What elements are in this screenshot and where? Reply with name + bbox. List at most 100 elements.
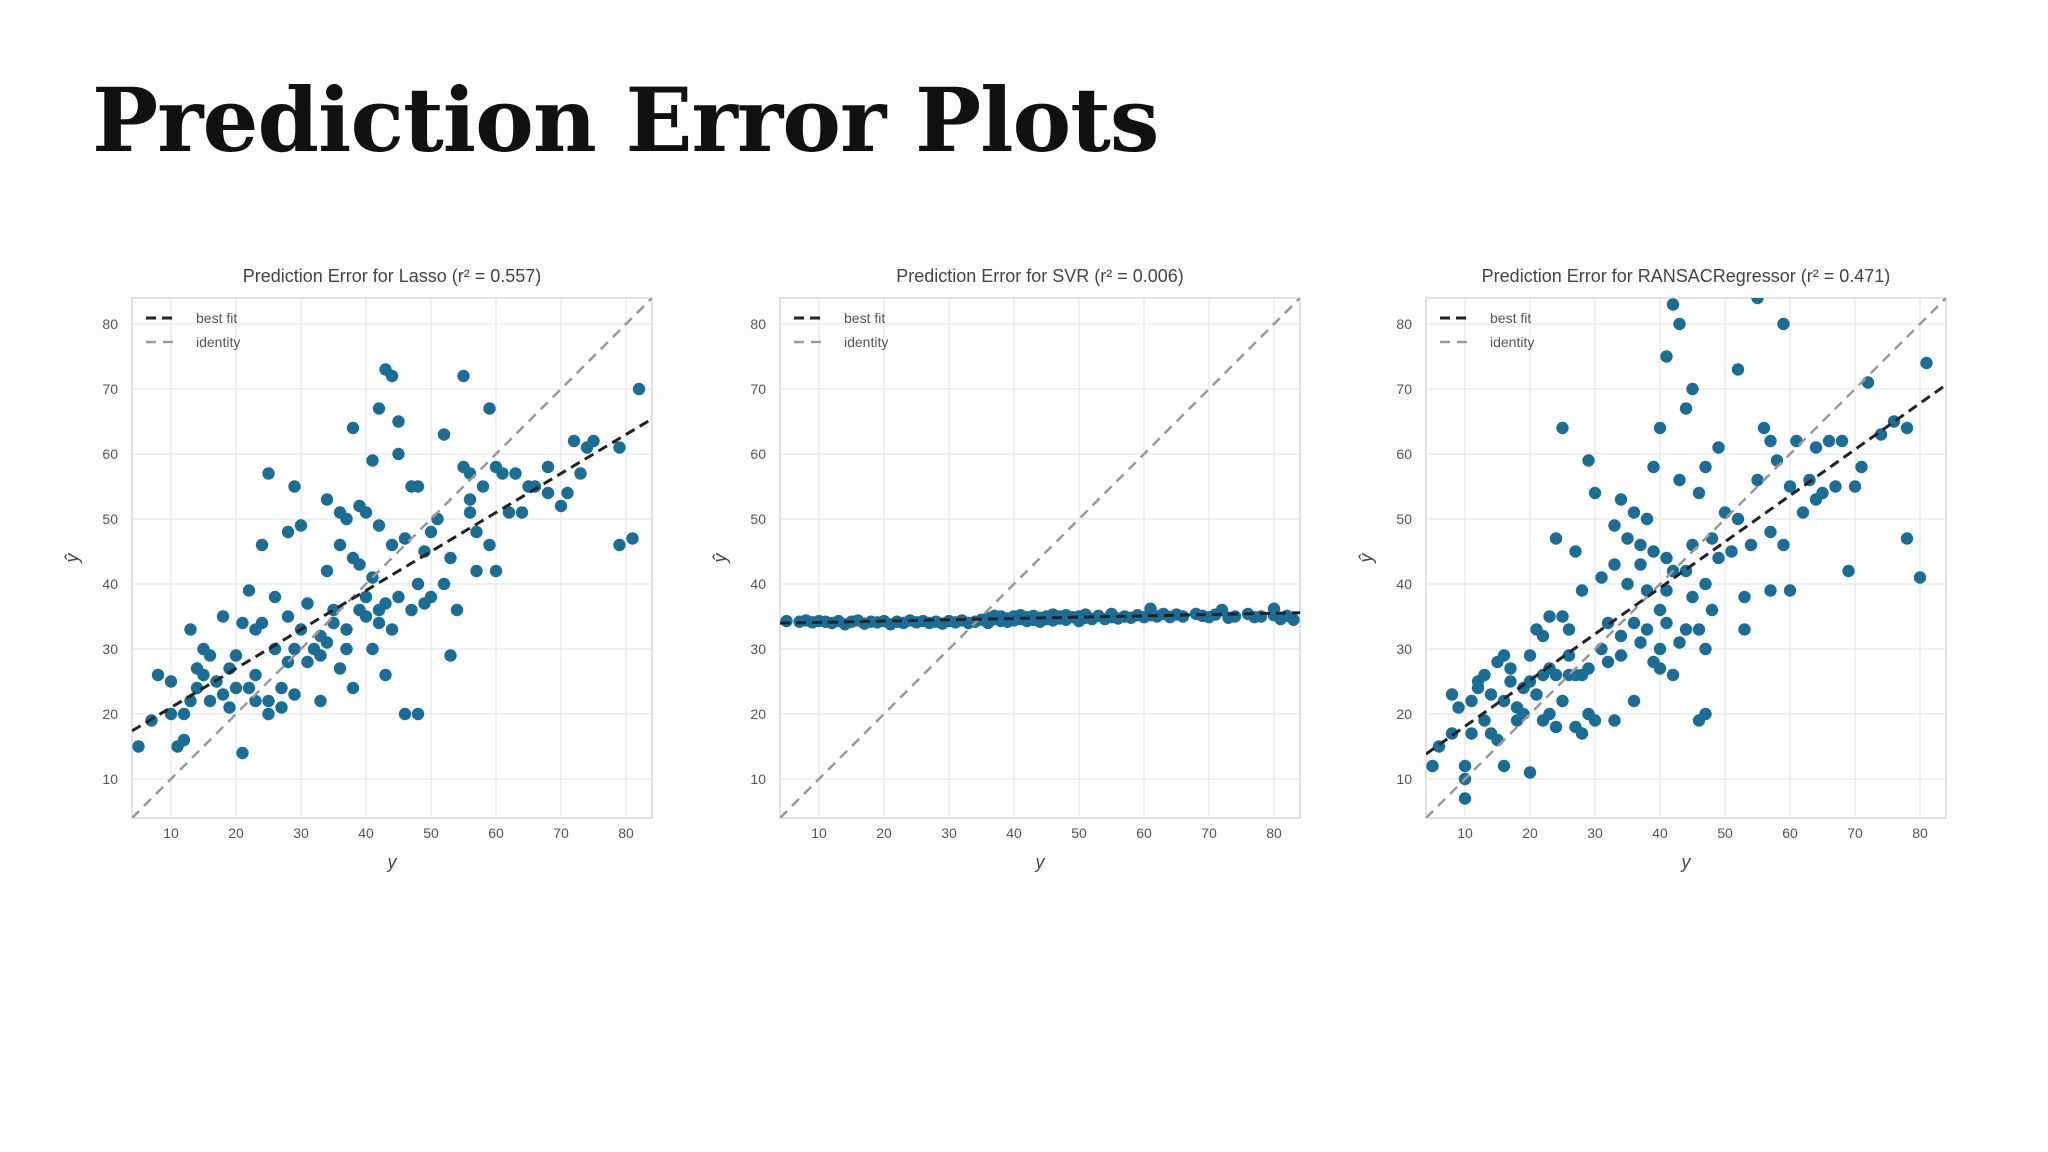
data-point bbox=[262, 707, 275, 721]
x-tick-label: 50 bbox=[423, 825, 439, 841]
data-point bbox=[1666, 298, 1680, 311]
data-point bbox=[1614, 649, 1628, 662]
data-point bbox=[463, 506, 477, 519]
data-point bbox=[1228, 610, 1242, 623]
data-point bbox=[1458, 792, 1472, 805]
data-point bbox=[1699, 460, 1712, 474]
data-point bbox=[1575, 727, 1589, 740]
y-tick-label: 30 bbox=[750, 641, 766, 657]
data-point bbox=[1582, 662, 1595, 675]
x-tick-label: 30 bbox=[941, 825, 957, 841]
data-point bbox=[1660, 350, 1673, 363]
data-point bbox=[613, 538, 626, 552]
x-tick-label: 30 bbox=[293, 825, 309, 841]
data-point bbox=[249, 668, 262, 682]
x-tick-label: 60 bbox=[488, 825, 504, 841]
data-point bbox=[197, 668, 210, 682]
data-point bbox=[1842, 564, 1855, 578]
y-tick-label: 50 bbox=[1396, 511, 1412, 527]
x-tick-label: 50 bbox=[1071, 825, 1087, 841]
data-point bbox=[275, 701, 288, 714]
data-point bbox=[1751, 473, 1764, 487]
plot-content bbox=[132, 298, 652, 818]
y-tick-label: 40 bbox=[750, 576, 766, 592]
data-point bbox=[1660, 584, 1673, 597]
y-axis-label: ŷ bbox=[710, 553, 730, 565]
data-point bbox=[1673, 473, 1686, 487]
data-point bbox=[1731, 363, 1745, 376]
data-point bbox=[1660, 551, 1673, 565]
y-tick-label: 10 bbox=[102, 771, 118, 787]
data-point bbox=[483, 538, 496, 552]
data-point bbox=[379, 668, 392, 682]
data-point bbox=[1621, 532, 1634, 545]
data-point bbox=[1601, 655, 1615, 669]
data-point bbox=[450, 603, 464, 617]
data-point bbox=[301, 597, 314, 610]
data-point bbox=[164, 675, 178, 688]
plot-svr: Prediction Error for SVR (r² = 0.006) 10 2… bbox=[708, 260, 1308, 880]
data-point bbox=[1666, 668, 1680, 682]
data-point bbox=[1575, 584, 1589, 597]
data-point bbox=[1874, 428, 1888, 441]
data-point bbox=[1751, 298, 1764, 305]
y-tick-label: 20 bbox=[1396, 706, 1412, 722]
data-point bbox=[216, 688, 230, 701]
data-point bbox=[392, 590, 405, 604]
x-tick-label: 20 bbox=[228, 825, 244, 841]
data-point bbox=[281, 525, 295, 539]
data-point bbox=[1718, 506, 1732, 519]
x-tick-label: 60 bbox=[1136, 825, 1152, 841]
data-point bbox=[379, 597, 392, 610]
data-point bbox=[1705, 532, 1719, 545]
data-point bbox=[177, 733, 191, 747]
data-point bbox=[1790, 434, 1803, 448]
data-point bbox=[1712, 551, 1725, 565]
data-point bbox=[288, 688, 301, 701]
y-tick-label: 80 bbox=[102, 316, 118, 332]
data-point bbox=[1770, 454, 1784, 467]
data-point bbox=[1731, 512, 1745, 526]
data-point bbox=[1543, 610, 1556, 623]
y-tick-label: 30 bbox=[102, 641, 118, 657]
identity-line bbox=[780, 298, 1300, 818]
y-tick-label: 60 bbox=[102, 446, 118, 462]
data-point bbox=[457, 369, 470, 383]
data-point bbox=[1686, 538, 1699, 552]
data-point bbox=[483, 402, 496, 415]
data-point bbox=[242, 584, 256, 597]
data-point bbox=[353, 558, 366, 571]
data-point bbox=[1699, 577, 1712, 591]
data-point bbox=[632, 382, 646, 396]
data-point bbox=[1764, 525, 1777, 539]
x-tick-label: 30 bbox=[1587, 825, 1603, 841]
data-point bbox=[1627, 616, 1641, 630]
x-axis-label: y bbox=[1034, 852, 1046, 872]
data-point bbox=[1530, 688, 1543, 701]
data-point bbox=[236, 746, 249, 760]
data-point bbox=[281, 610, 295, 623]
data-point bbox=[294, 519, 308, 532]
best-fit-line bbox=[1426, 383, 1946, 756]
data-point bbox=[314, 694, 327, 708]
data-point bbox=[1549, 532, 1563, 545]
data-point bbox=[1783, 480, 1797, 493]
data-point bbox=[561, 486, 574, 500]
data-point bbox=[1796, 506, 1810, 519]
data-point bbox=[1705, 603, 1719, 617]
data-point bbox=[1614, 629, 1628, 643]
data-point bbox=[1634, 538, 1647, 552]
data-point bbox=[327, 616, 340, 630]
data-point bbox=[1608, 519, 1621, 532]
data-point bbox=[1491, 733, 1504, 747]
data-point bbox=[1653, 642, 1667, 656]
data-point bbox=[242, 681, 256, 695]
data-point bbox=[1627, 506, 1641, 519]
data-point bbox=[255, 616, 269, 630]
data-point bbox=[1777, 317, 1790, 331]
data-point bbox=[1744, 538, 1758, 552]
data-point bbox=[1614, 493, 1628, 506]
data-point bbox=[392, 415, 405, 428]
data-point bbox=[385, 538, 399, 552]
data-point bbox=[1660, 616, 1673, 630]
